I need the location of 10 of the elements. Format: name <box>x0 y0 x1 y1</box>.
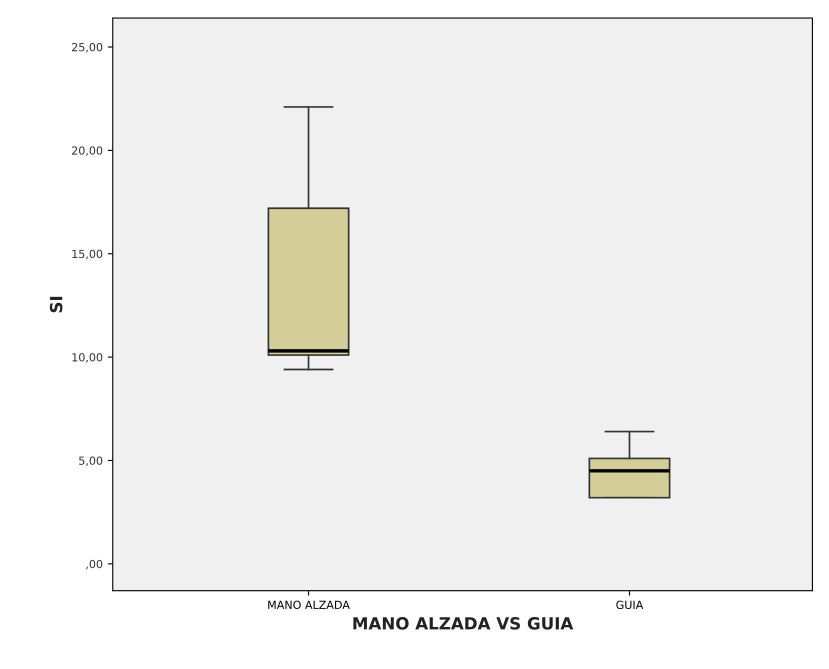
y-tick-label: 5,00 <box>79 456 102 466</box>
y-tick-label: 10,00 <box>72 353 102 363</box>
x-axis-title: MANO ALZADA VS GUIA <box>353 617 574 630</box>
x-tick-label: GUIA <box>616 600 644 610</box>
x-tick-label: MANO ALZADA <box>268 600 350 610</box>
y-axis-title: SI <box>50 296 62 312</box>
y-tick-label: 20,00 <box>72 146 102 156</box>
y-tick-label: 25,00 <box>72 42 102 53</box>
y-tick-label: 15,00 <box>72 250 102 260</box>
y-tick-label: ,00 <box>86 560 102 570</box>
